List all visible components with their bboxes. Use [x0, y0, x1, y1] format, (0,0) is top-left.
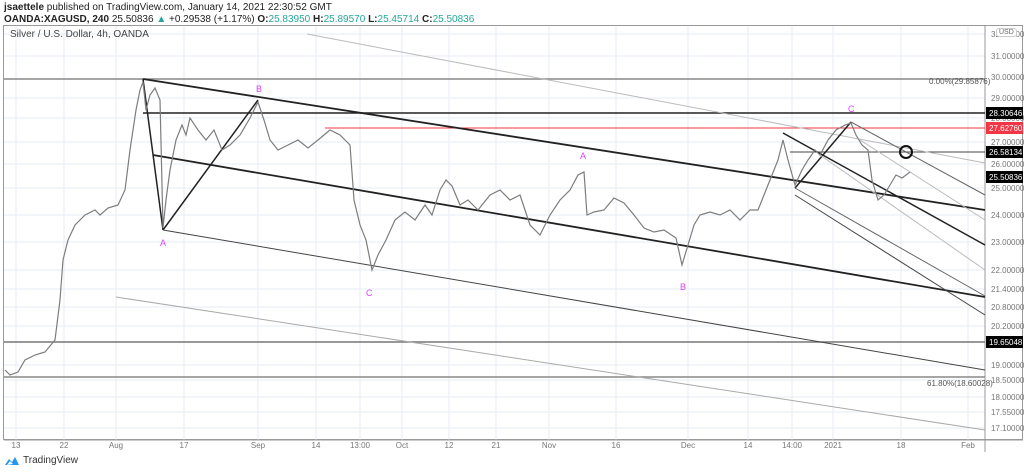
x-tick: 13:00 — [350, 441, 371, 450]
last-price: 25.50836 — [111, 14, 154, 25]
legend-title: Silver / U.S. Dollar, 4h, OANDA — [10, 29, 149, 40]
open-value: 25.83950 — [268, 14, 311, 25]
time-axis[interactable]: 13 22 Aug 17 Sep 14 13:00 Oct 12 21 Nov … — [12, 441, 976, 450]
x-tick: Aug — [109, 441, 123, 450]
y-tick: 31.00000 — [991, 52, 1024, 61]
publish-text: published on TradingView.com, January 14… — [44, 2, 332, 13]
price-tag-26-58134: 26.58134 — [989, 148, 1023, 157]
footer: TradingView — [4, 455, 78, 466]
x-tick: 16 — [612, 441, 621, 450]
target-circle[interactable] — [899, 145, 913, 159]
tradingview-logo-icon — [5, 456, 19, 465]
price-tag-last: 25.50836 — [989, 173, 1023, 182]
low-value: 25.45714 — [377, 14, 420, 25]
y-tick: 18.50000 — [991, 376, 1024, 385]
x-tick: Nov — [542, 441, 556, 450]
symbol: OANDA:XAGUSD, 240 — [4, 14, 110, 25]
y-tick: 17.55000 — [991, 408, 1024, 417]
wave-label-A2: A — [580, 151, 586, 161]
y-tick: 18.00000 — [991, 393, 1024, 402]
x-tick: 2021 — [824, 441, 842, 450]
x-tick: 18 — [897, 441, 906, 450]
y-tick: 17.10000 — [991, 424, 1024, 433]
fib-618-label: 61.80%(18.60028) — [927, 379, 993, 388]
x-tick: 14 — [312, 441, 321, 450]
y-tick: 27.00000 — [991, 138, 1024, 147]
x-tick: Dec — [681, 441, 695, 450]
y-tick: 20.80000 — [991, 303, 1024, 312]
symbol-info: OANDA:XAGUSD, 240 25.50836 ▲ +0.29538 (+… — [4, 14, 474, 25]
publish-info: jsaettele published on TradingView.com, … — [4, 2, 332, 13]
x-tick: 14 — [744, 441, 753, 450]
open-label: O: — [257, 14, 269, 25]
y-tick: 30.00000 — [991, 73, 1024, 82]
fib-0-label: 0.00%(29.85876) — [929, 77, 991, 86]
wave-label-B2: B — [680, 282, 686, 292]
y-tick: 24.00000 — [991, 211, 1024, 220]
price-tag-19-65048: 19.65048 — [989, 338, 1023, 347]
pitchfork[interactable] — [115, 33, 986, 431]
price-series — [4, 81, 911, 376]
up-arrow-icon: ▲ — [156, 14, 167, 25]
y-tick: 26.00000 — [991, 160, 1024, 169]
wave-label-C1: C — [366, 288, 373, 298]
wave-label-B1: B — [256, 84, 262, 94]
x-tick: 21 — [492, 441, 501, 450]
publisher-user[interactable]: jsaettele — [4, 2, 45, 13]
grid — [4, 26, 985, 440]
y-tick: 25.00000 — [991, 184, 1024, 193]
y-tick: 22.00000 — [991, 266, 1024, 275]
x-tick: 12 — [445, 441, 454, 450]
price-tags: 28.30646 27.62760 26.58134 25.50836 19.6… — [986, 107, 1023, 348]
price-tag-27-62760: 27.62760 — [989, 124, 1023, 133]
x-tick: Feb — [961, 441, 975, 450]
price-tag-28-30646: 28.30646 — [989, 109, 1023, 118]
x-tick: 22 — [60, 441, 69, 450]
small-pitchfork[interactable] — [782, 121, 986, 316]
y-tick: 21.40000 — [991, 285, 1024, 294]
price-axis[interactable]: 32.00000 31.00000 30.00000 29.00000 28.0… — [991, 30, 1024, 433]
brand-label[interactable]: TradingView — [23, 455, 79, 466]
y-tick: 19.00000 — [991, 361, 1024, 370]
change: +0.29538 (+1.17%) — [169, 14, 255, 25]
x-tick: 17 — [180, 441, 189, 450]
wave-label-C2: C — [848, 104, 855, 114]
low-label: L: — [368, 14, 378, 25]
wave-label-A1: A — [160, 238, 166, 248]
x-tick: 13 — [12, 441, 21, 450]
y-tick: 29.00000 — [991, 94, 1024, 103]
y-tick: 23.00000 — [991, 238, 1024, 247]
x-tick: Sep — [251, 441, 266, 450]
x-tick: 14:00 — [782, 441, 803, 450]
y-tick: 20.20000 — [991, 322, 1024, 331]
x-tick: Oct — [396, 441, 409, 450]
close-value: 25.50836 — [432, 14, 475, 25]
high-value: 25.89570 — [323, 14, 366, 25]
high-label: H: — [313, 14, 324, 25]
close-label: C: — [422, 14, 433, 25]
currency-badge[interactable]: USD — [996, 28, 1017, 37]
